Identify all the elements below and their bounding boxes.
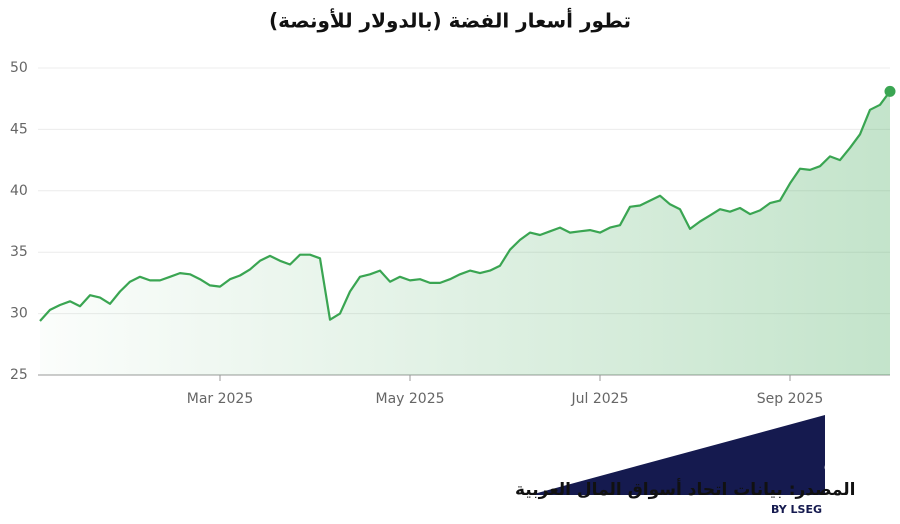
area <box>40 91 890 376</box>
y-tick-label: 35 <box>10 244 28 260</box>
x-tick-label: May 2025 <box>375 391 444 407</box>
logo-byline: BY LSEG <box>771 503 822 516</box>
logo-shape <box>530 415 825 495</box>
y-tick-label: 25 <box>10 367 28 383</box>
y-tick-label: 40 <box>10 183 28 199</box>
x-tick-label: Mar 2025 <box>187 391 254 407</box>
y-tick-label: 50 <box>10 60 28 76</box>
x-tick-label: Jul 2025 <box>571 391 629 407</box>
x-tick-label: Sep 2025 <box>757 391 823 407</box>
y-tick-label: 45 <box>10 121 28 137</box>
plot-area: 25 30 35 40 45 50 Mar 2025 May 2025 Jul 2025 Sep … <box>10 60 896 407</box>
logo-text: زاوية <box>822 437 900 483</box>
source-note: المصدر: بيانات اتحاد أسواق المال العربية <box>515 478 855 500</box>
y-tick-label: 30 <box>10 306 28 322</box>
end-point <box>884 85 896 97</box>
line <box>39 90 891 322</box>
chart-title: تطور أسعار الفضة (بالدولار للأونصة) <box>269 7 631 33</box>
